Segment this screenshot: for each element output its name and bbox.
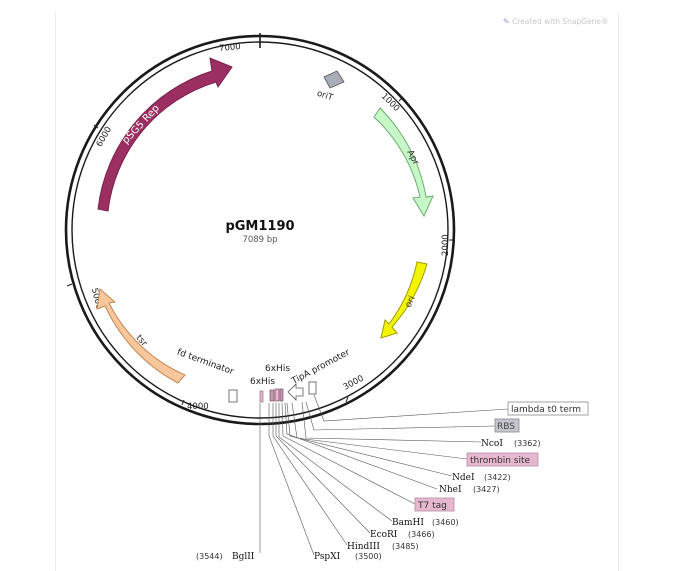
feature-TipA-promoter[interactable] — [287, 383, 304, 401]
tick-6000 — [93, 124, 99, 129]
label-6xHis-b: 6xHis — [265, 364, 290, 374]
site-HindIII[interactable]: HindIII — [347, 542, 380, 552]
feature-6xHis-a[interactable] — [259, 390, 264, 403]
box-RBS[interactable] — [494, 418, 520, 433]
site-BamHI[interactable]: BamHI — [392, 518, 424, 528]
tick-3000 — [345, 396, 349, 403]
snapgene-logo-icon: ✎ — [503, 17, 510, 26]
label-pSG5-rep: pSG5 Rep — [120, 103, 161, 146]
site-BglII[interactable]: BglII — [232, 552, 255, 562]
tick-label-6000: 6000 — [95, 125, 114, 149]
site-PspXI[interactable]: PspXI — [314, 552, 341, 562]
tick-label-3000: 3000 — [342, 374, 366, 393]
leader-lines — [259, 394, 509, 556]
tick-4000 — [181, 399, 185, 406]
box-T7-tag[interactable] — [414, 497, 455, 512]
tick-label-7000: 7000 — [219, 42, 241, 54]
feature-tsr[interactable] — [96, 288, 186, 384]
site-NdeI[interactable]: NdeI — [452, 473, 475, 483]
feature-Apr[interactable] — [373, 107, 434, 218]
watermark: Created with SnapGene® — [512, 17, 609, 26]
feature-block-c[interactable] — [279, 388, 284, 402]
map-panel — [55, 12, 619, 571]
label-TipA-promoter: TipA promoter — [289, 348, 352, 388]
feature-block-b[interactable] — [274, 388, 280, 402]
site-HindIII-pos: (3485) — [392, 542, 419, 551]
box-thrombin[interactable] — [466, 452, 539, 467]
tick-label-4000: 4000 — [187, 402, 209, 412]
site-EcoRI[interactable]: EcoRI — [370, 530, 398, 540]
site-EcoRI-pos: (3466) — [408, 530, 435, 539]
label-oriT: oriT — [316, 89, 335, 104]
site-NheI-pos: (3427) — [473, 485, 500, 494]
feature-oriT[interactable] — [323, 70, 345, 89]
site-NcoI-pos: (3362) — [514, 439, 541, 448]
tick-label-2000: 2000 — [441, 234, 451, 256]
label-thrombin: thrombin site — [470, 456, 531, 466]
label-RBS: RBS — [497, 422, 515, 432]
plasmid-name: pGM1190 — [225, 219, 294, 234]
feature-lambda-t0[interactable] — [308, 381, 317, 395]
feature-pSG5-rep[interactable] — [97, 57, 233, 212]
site-BamHI-pos: (3460) — [432, 518, 459, 527]
tick-1000 — [398, 96, 404, 102]
tick-5000 — [66, 283, 73, 287]
plasmid-length: 7089 bp — [242, 235, 277, 245]
label-T7-tag: T7 tag — [417, 501, 447, 511]
site-NcoI[interactable]: NcoI — [481, 439, 503, 449]
label-ori: ori — [404, 295, 418, 310]
site-PspXI-pos: (3500) — [355, 552, 382, 561]
feature-ori[interactable] — [380, 261, 428, 339]
box-lambda-t0[interactable] — [507, 401, 589, 416]
feature-fd-terminator[interactable] — [228, 389, 238, 403]
site-BglII-pos: (3544) — [196, 552, 223, 561]
site-NdeI-pos: (3422) — [484, 473, 511, 482]
feature-block-a[interactable] — [269, 389, 275, 402]
label-fd-terminator: fd terminator — [175, 348, 235, 378]
site-NheI[interactable]: NheI — [439, 485, 462, 495]
label-6xHis-a: 6xHis — [250, 377, 275, 387]
label-lambda-t0: lambda t0 term — [511, 405, 581, 415]
